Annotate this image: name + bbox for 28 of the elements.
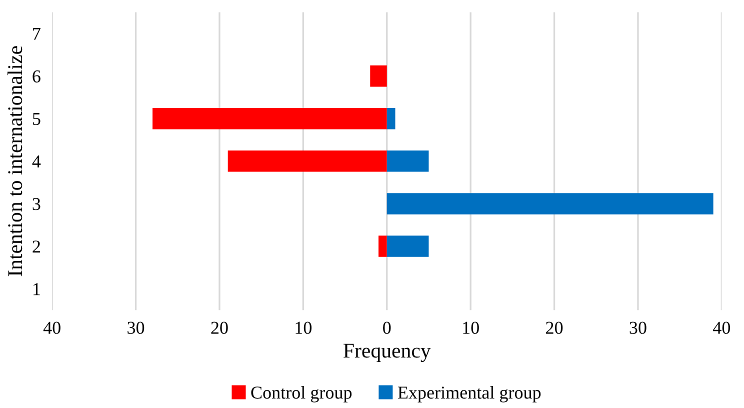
x-tick-label: 40 bbox=[713, 322, 730, 334]
bar bbox=[386, 193, 714, 214]
bar bbox=[386, 236, 429, 257]
bar bbox=[386, 150, 429, 172]
x-axis-title: Frequency bbox=[344, 344, 431, 362]
x-tick-label: 20 bbox=[211, 322, 228, 334]
y-tick-label: 5 bbox=[32, 113, 40, 126]
y-tick-label: 7 bbox=[33, 28, 40, 40]
bar bbox=[370, 65, 387, 87]
legend-label: Control group bbox=[251, 386, 352, 402]
x-tick-label: 10 bbox=[463, 322, 479, 334]
x-tick-label: 10 bbox=[296, 322, 312, 334]
y-tick-label: 4 bbox=[32, 156, 41, 168]
y-axis-title: Intention to internationalize bbox=[7, 46, 22, 276]
x-tick-label: 40 bbox=[43, 322, 60, 334]
x-tick-label: 0 bbox=[383, 322, 391, 334]
x-tick-label: 30 bbox=[128, 322, 144, 334]
legend-label: Experimental group bbox=[398, 386, 541, 402]
y-tick-label: 3 bbox=[32, 198, 40, 210]
x-tick-label: 30 bbox=[630, 322, 646, 334]
bar bbox=[228, 150, 387, 172]
bar bbox=[386, 108, 396, 130]
y-tick-label: 2 bbox=[32, 240, 40, 253]
x-tick-label: 20 bbox=[546, 322, 563, 334]
y-tick-label: 6 bbox=[32, 70, 40, 83]
bar bbox=[152, 108, 387, 130]
y-tick-label: 1 bbox=[34, 283, 40, 296]
bar bbox=[378, 236, 387, 257]
